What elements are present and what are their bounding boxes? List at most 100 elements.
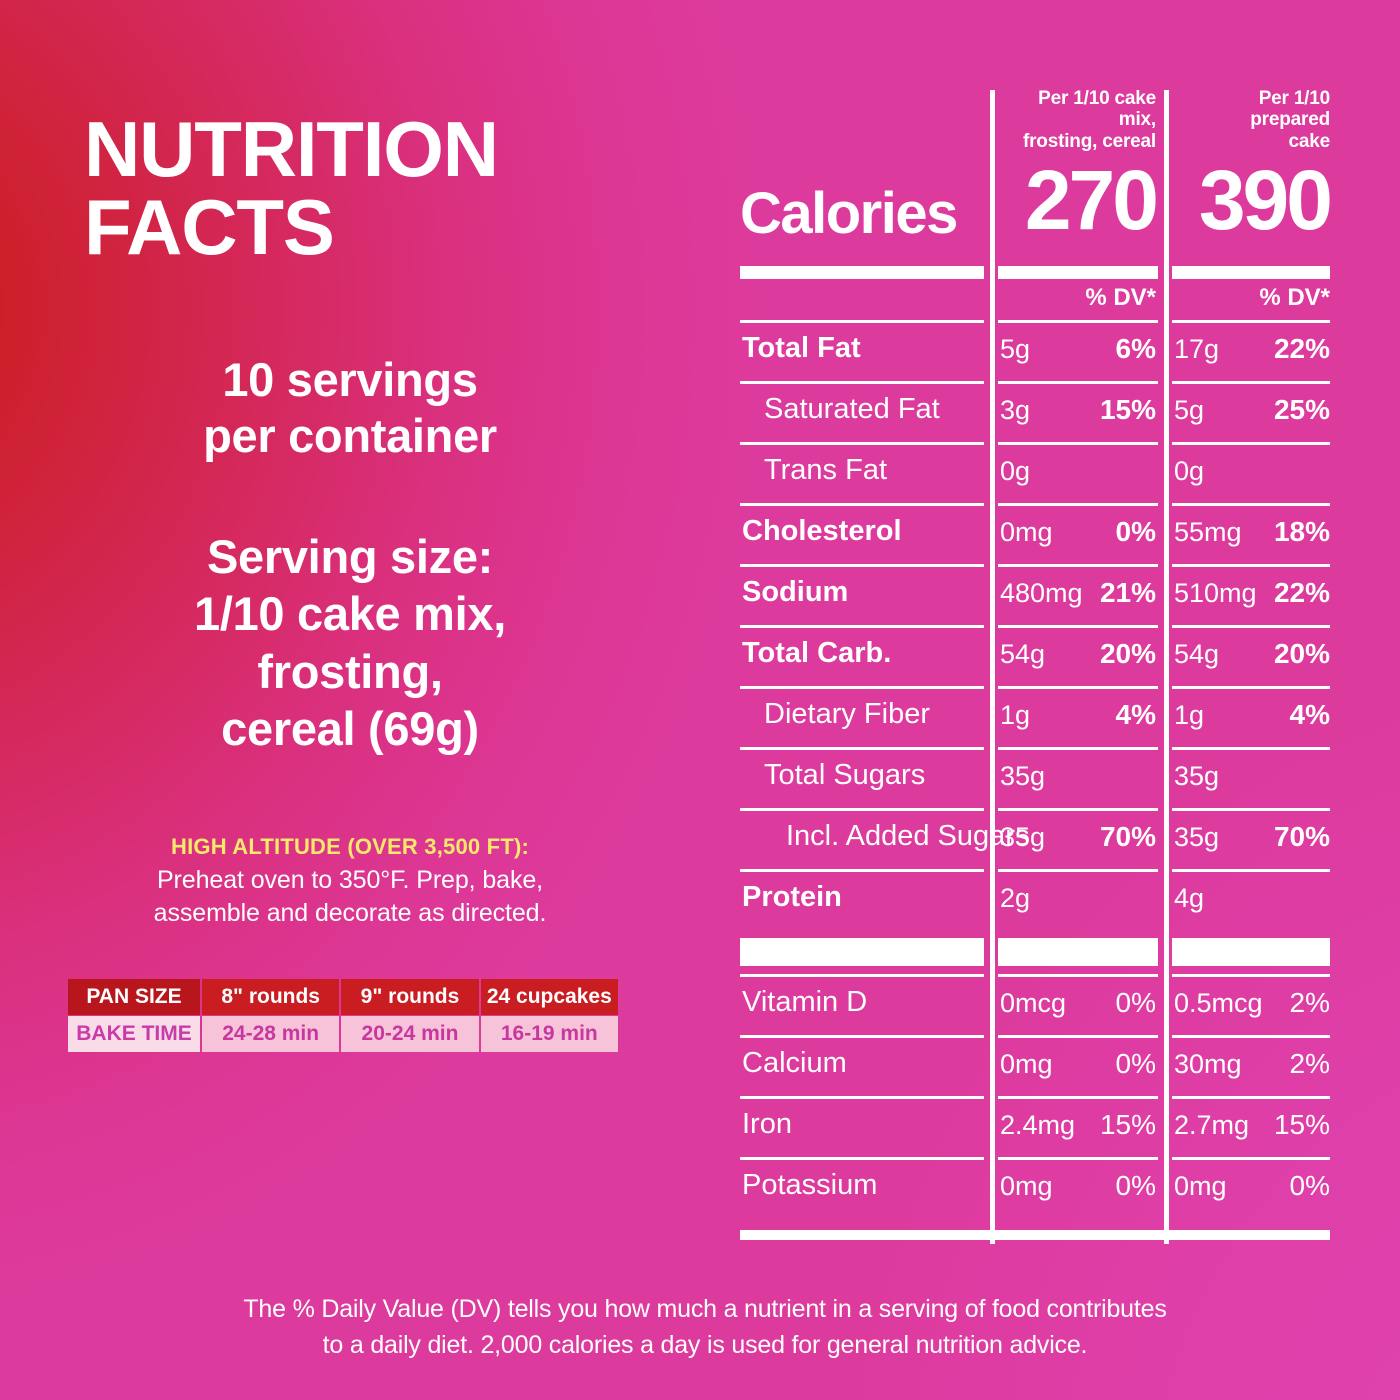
row-rule-segment-1 xyxy=(998,1035,1158,1038)
nutrient-dv-col-2: 20% xyxy=(1273,638,1330,669)
bake-time-table: PAN SIZE 8" rounds 9" rounds 24 cupcakes… xyxy=(66,978,620,1053)
row-rule-segment-2 xyxy=(1172,381,1330,384)
nutrient-dv-col-1: 15% xyxy=(1099,1109,1156,1140)
row-rule-segment-1 xyxy=(998,808,1158,811)
row-rule-segment-0 xyxy=(740,503,984,506)
nutrient-label: Sodium xyxy=(742,576,849,608)
nutrient-amount-col-1: 2g xyxy=(1000,883,1031,913)
row-rule-segment-0 xyxy=(740,808,984,811)
nutrient-dv-col-2: 22% xyxy=(1273,577,1330,608)
separator-segment xyxy=(740,938,984,966)
row-rule-segment-2 xyxy=(1172,503,1330,506)
bake-table-header-row: PAN SIZE 8" rounds 9" rounds 24 cupcakes xyxy=(68,979,618,1015)
nutrient-dv-col-1: 0% xyxy=(1115,987,1156,1018)
bake-time-value-1: 20-24 min xyxy=(341,1016,479,1052)
high-altitude-heading: HIGH ALTITUDE (OVER 3,500 FT): xyxy=(170,834,530,859)
row-rule-segment-0 xyxy=(740,974,984,977)
column-header-1-line-2: frosting, cereal xyxy=(1022,130,1156,152)
page-title: NUTRITION FACTS xyxy=(84,110,644,272)
servings-per-container: 10 servings per container xyxy=(60,352,640,465)
row-rule-segment-2 xyxy=(1172,686,1330,689)
row-rule-segment-2 xyxy=(1172,1035,1330,1038)
nutrient-amount-col-2: 4g xyxy=(1174,883,1205,913)
dv-header-col-1: % DV* xyxy=(1085,284,1156,311)
nutrient-amount-col-1: 35g xyxy=(1000,761,1046,791)
calories-value-col-1: 270 xyxy=(1024,153,1159,247)
row-rule-segment-2 xyxy=(1172,974,1330,977)
servings-line-2: per container xyxy=(203,409,497,463)
calories-rule-col-2 xyxy=(1172,266,1330,279)
bake-time-value-0: 24-28 min xyxy=(202,1016,340,1052)
nutrient-label: Potassium xyxy=(742,1169,878,1201)
row-rule-segment-0 xyxy=(740,747,984,750)
nutrient-row: Trans Fat 0g 0g xyxy=(738,442,1342,503)
micronutrient-separator xyxy=(738,930,1342,974)
row-rule-segment-2 xyxy=(1172,625,1330,628)
nutrient-label: Iron xyxy=(742,1108,792,1140)
row-rule-segment-2 xyxy=(1172,808,1330,811)
nutrient-dv-col-2: 25% xyxy=(1273,394,1330,425)
bake-table-header-col-1: 9" rounds xyxy=(341,979,479,1015)
nutrient-dv-col-2: 70% xyxy=(1273,821,1330,852)
row-rule-segment-1 xyxy=(998,320,1158,323)
nutrient-amount-col-2: 0g xyxy=(1174,456,1205,486)
nutrition-table-header: Per 1/10 cake mix, frosting, cereal Per … xyxy=(738,88,1342,311)
row-rule-segment-0 xyxy=(740,869,984,872)
nutrient-dv-col-1: 70% xyxy=(1099,821,1156,852)
nutrient-dv-col-2: 15% xyxy=(1273,1109,1330,1140)
nutrient-label: Saturated Fat xyxy=(764,393,940,425)
nutrient-row: Total Fat 5g 6% 17g 22% xyxy=(738,320,1342,381)
nutrient-dv-col-2: 18% xyxy=(1273,516,1330,547)
title-line-2: FACTS xyxy=(84,183,335,272)
row-rule-segment-1 xyxy=(998,747,1158,750)
nutrient-rows: Total Fat 5g 6% 17g 22% Saturated Fat 3g 15% 5g 2… xyxy=(738,320,1342,1218)
nutrient-row: Cholesterol 0mg 0% 55mg 18% xyxy=(738,503,1342,564)
nutrient-row: Potassium 0mg 0% 0mg 0% xyxy=(738,1157,1342,1218)
row-rule-segment-1 xyxy=(998,625,1158,628)
nutrient-label: Trans Fat xyxy=(764,454,888,486)
serving-size-line-1: Serving size: xyxy=(206,530,494,583)
nutrient-label: Total Sugars xyxy=(764,759,926,791)
column-header-1: Per 1/10 cake mix, frosting, cereal xyxy=(1000,88,1156,152)
calories-rule-label-col xyxy=(740,266,984,279)
nutrient-dv-col-1: 0% xyxy=(1115,1048,1156,1079)
serving-size-line-3: frosting, xyxy=(257,644,443,698)
high-altitude-instructions: HIGH ALTITUDE (OVER 3,500 FT): Preheat o… xyxy=(50,832,650,930)
bake-table-header-col-0: 8" rounds xyxy=(202,979,340,1015)
nutrient-row: Total Sugars 35g 35g xyxy=(738,747,1342,808)
row-rule-segment-2 xyxy=(1172,1096,1330,1099)
nutrient-label: Total Carb. xyxy=(742,637,892,669)
column-header-2: Per 1/10 prepared cake xyxy=(1174,88,1330,152)
nutrient-dv-col-1: 0% xyxy=(1115,516,1156,547)
serving-size: Serving size: 1/10 cake mix, frosting, c… xyxy=(60,528,640,757)
nutrient-dv-col-2: 0% xyxy=(1289,1170,1330,1201)
nutrient-row: Calcium 0mg 0% 30mg 2% xyxy=(738,1035,1342,1096)
nutrient-dv-col-1: 15% xyxy=(1099,394,1156,425)
separator-segment xyxy=(998,938,1158,966)
calories-label: Calories xyxy=(740,181,958,246)
nutrient-dv-col-1: 4% xyxy=(1115,699,1156,730)
nutrient-dv-col-2: 22% xyxy=(1273,333,1330,364)
nutrient-label: Vitamin D xyxy=(742,986,868,1018)
row-rule-segment-1 xyxy=(998,974,1158,977)
nutrient-dv-col-1: 0% xyxy=(1115,1170,1156,1201)
row-rule-segment-1 xyxy=(998,503,1158,506)
row-rule-segment-1 xyxy=(998,1096,1158,1099)
nutrient-row: Iron 2.4mg 15% 2.7mg 15% xyxy=(738,1096,1342,1157)
column-header-1-line-1: Per 1/10 cake mix, xyxy=(1038,88,1156,131)
row-rule-segment-1 xyxy=(998,564,1158,567)
nutrient-dv-col-1: 20% xyxy=(1099,638,1156,669)
high-altitude-body-line-1: Preheat oven to 350°F. Prep, bake, xyxy=(156,866,544,895)
row-rule-segment-2 xyxy=(1172,1157,1330,1160)
daily-value-footnote: The % Daily Value (DV) tells you how muc… xyxy=(150,1292,1260,1363)
nutrient-amount-col-2: 35g xyxy=(1174,761,1220,791)
row-rule-segment-2 xyxy=(1172,747,1330,750)
row-rule-segment-0 xyxy=(740,564,984,567)
nutrient-row: Total Carb. 54g 20% 54g 20% xyxy=(738,625,1342,686)
nutrient-dv-col-2: 2% xyxy=(1289,1048,1330,1079)
row-rule-segment-0 xyxy=(740,320,984,323)
servings-line-1: 10 servings xyxy=(222,353,478,406)
calories-rule-col-1 xyxy=(998,266,1158,279)
serving-size-line-4: cereal (69g) xyxy=(221,701,479,755)
